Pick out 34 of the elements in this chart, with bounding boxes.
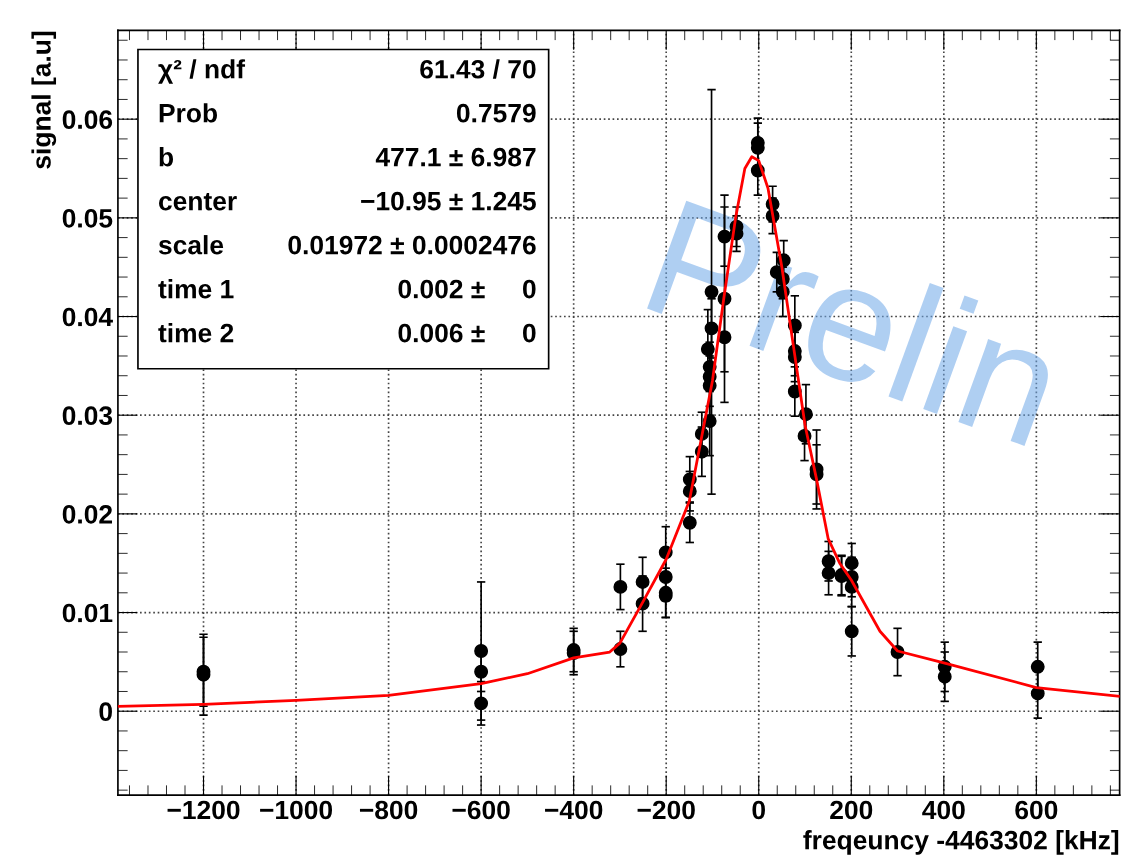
annotation: 0.7579 — [456, 103, 536, 123]
y-tick-label: 0.03 — [62, 406, 113, 426]
x-tick-label: 400 — [922, 800, 965, 820]
x-tick-label: −400 — [545, 800, 603, 820]
annotation: 0.006 ± 0 — [398, 323, 536, 343]
annotation: time 2 — [158, 323, 234, 343]
annotation: time 1 — [158, 279, 234, 299]
annotation: 477.1 ± 6.987 — [375, 147, 536, 167]
y-tick-label: 0.02 — [62, 505, 112, 524]
x-tick-label: 0 — [752, 800, 765, 820]
y-tick-label: 0.05 — [62, 208, 113, 228]
x-tick-label: 600 — [1015, 800, 1058, 820]
annotation: χ² / ndf — [158, 59, 246, 84]
annotation: b — [159, 147, 174, 167]
y-tick-label: 0.01 — [62, 603, 113, 623]
x-tick-label: 200 — [830, 800, 873, 820]
annotation: 0.01972 ± 0.0002476 — [288, 235, 536, 255]
annotation: −10.95 ± 1.245 — [361, 191, 536, 211]
y-axis-title: signal [a.u] — [31, 31, 57, 169]
x-tick-label: −1200 — [167, 800, 240, 820]
annotation: center — [159, 193, 237, 211]
annotation: 0.002 ± 0 — [398, 279, 536, 299]
x-tick-label: −1000 — [260, 800, 333, 820]
x-tick-label: −600 — [452, 800, 510, 820]
annotation: Prob — [159, 103, 218, 123]
y-tick-label: 0.06 — [62, 110, 113, 130]
x-tick-label: −200 — [637, 800, 695, 820]
x-axis-title: freqeuncy -4463302 [kHz] — [803, 830, 1119, 855]
annotation: 61.43 / 70 — [420, 59, 536, 79]
annotation: Prelin — [646, 195, 1066, 448]
y-tick-label: 0.04 — [62, 307, 113, 327]
x-tick-label: −800 — [359, 800, 418, 820]
y-tick-label: 0 — [99, 702, 112, 722]
annotation: scale — [158, 235, 224, 255]
